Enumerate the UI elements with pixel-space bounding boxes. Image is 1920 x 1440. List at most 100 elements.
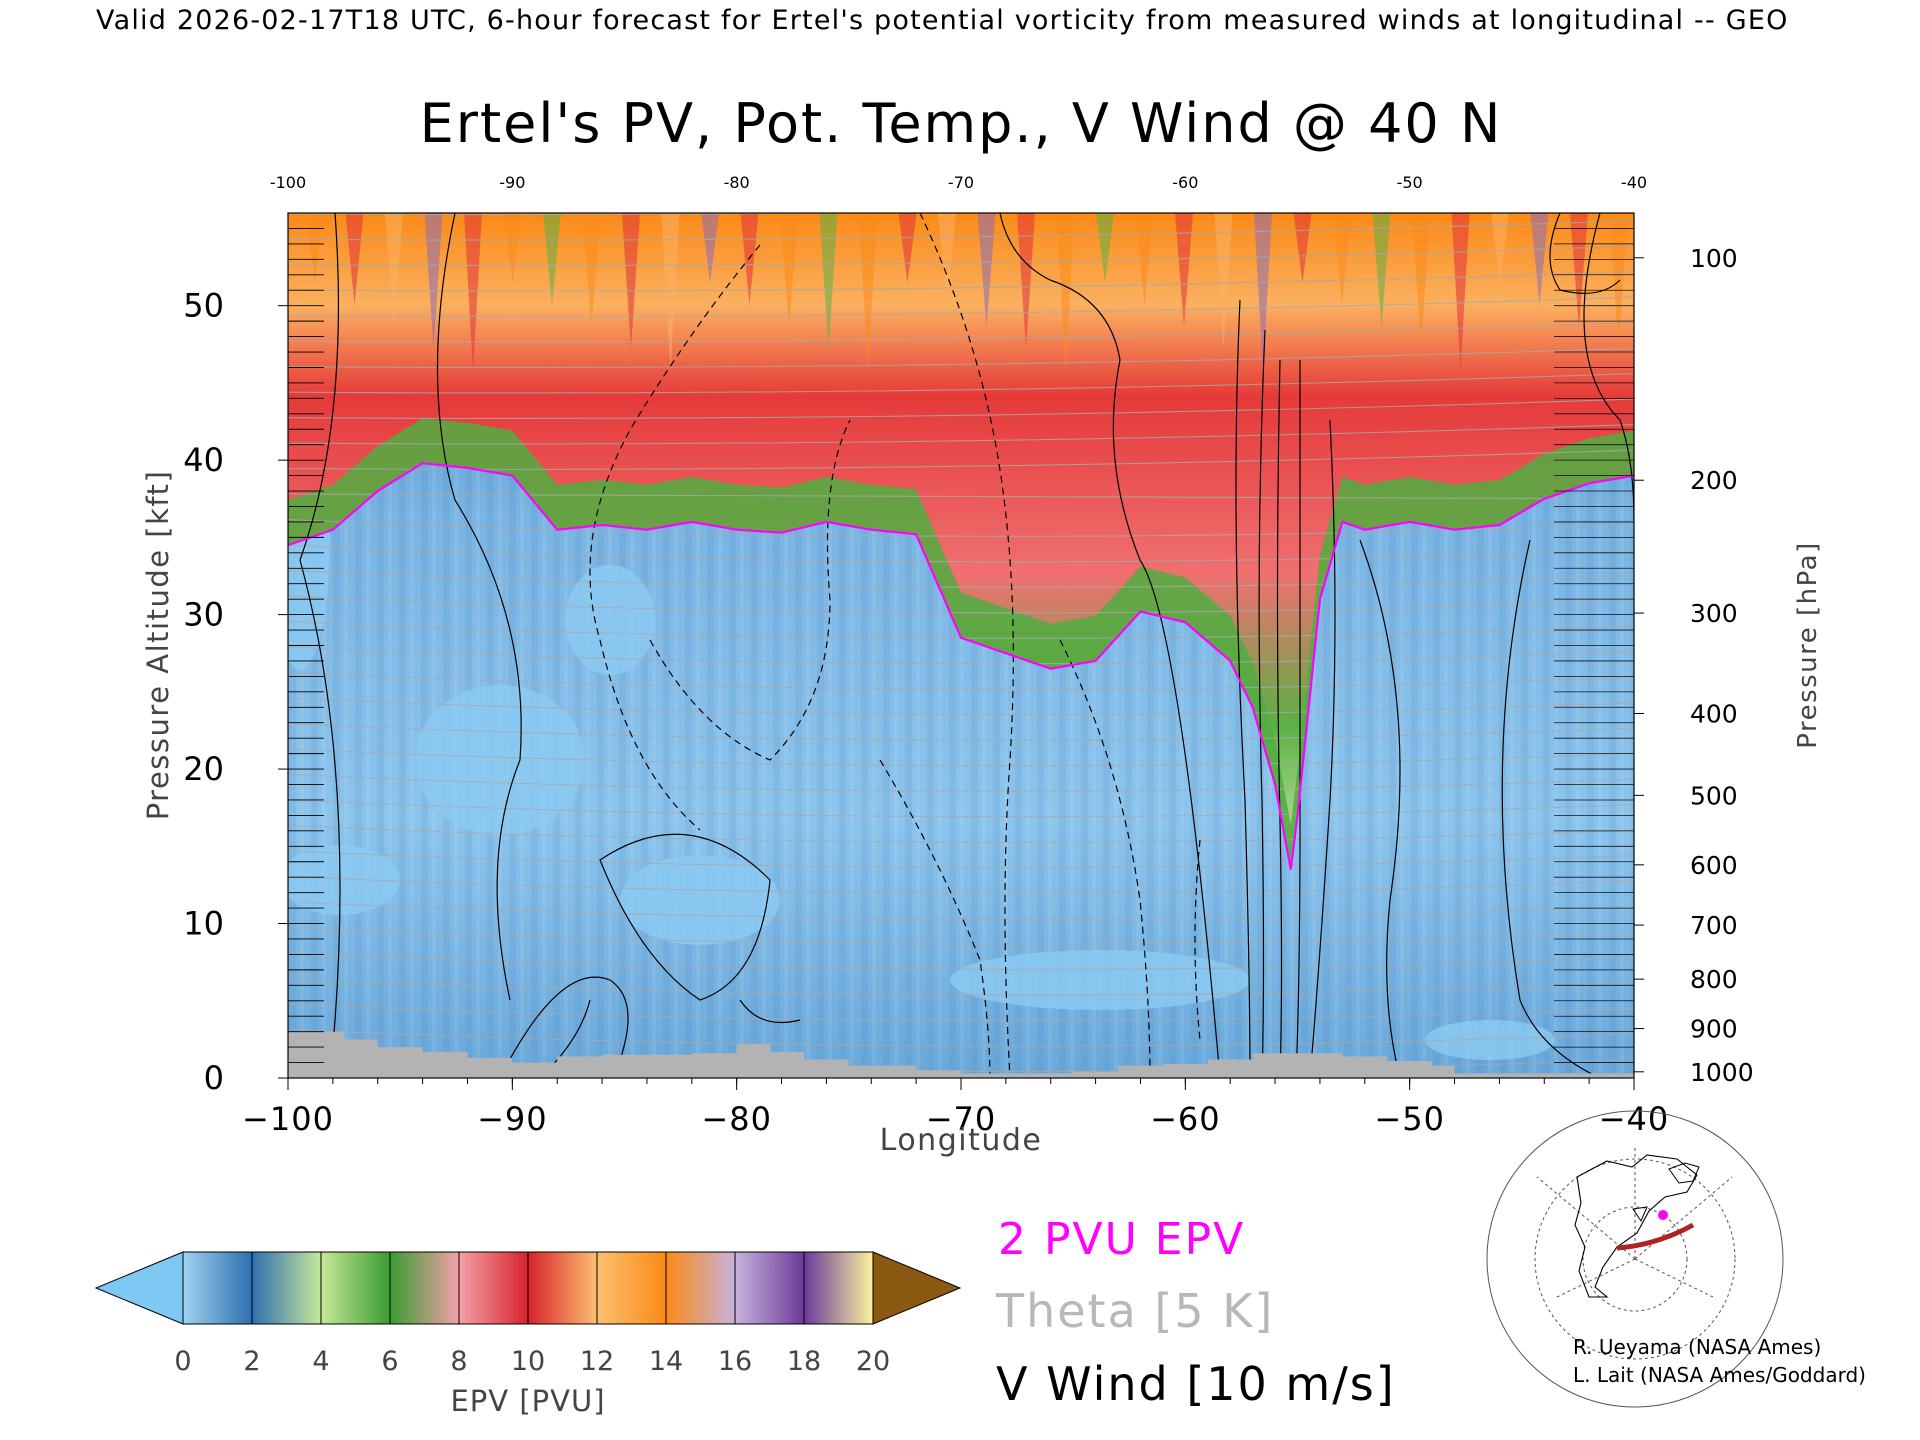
pressure-tick-label: 400 [1690,699,1738,728]
v-wind-contour [919,213,1014,1078]
v-wind-contour [499,976,629,1078]
stratosphere-streak [306,213,324,283]
stratosphere-streak [424,213,443,349]
colorbar-tick-label: 10 [511,1346,545,1377]
colorbar-tick-label: 4 [312,1346,329,1377]
colorbar-tick-label: 0 [174,1346,191,1377]
plot-area [288,213,1634,1078]
stratosphere-streak [1175,213,1193,327]
epv-colorbar: 0 2 4 6 8 10 12 14 16 18 20 [94,1251,962,1377]
legend: 2 PVU EPV Theta [5 K] V Wind [10 m/s] [995,1214,1394,1411]
valid-time-header: Valid 2026-02-17T18 UTC, 6-hour forecast… [96,5,1789,36]
v-wind-contour [739,999,801,1024]
theta-contour [288,926,1634,945]
x-tick-label: −40 [1599,1100,1670,1138]
theta-contour [288,671,1634,690]
theta-contour [288,875,1634,894]
y-axis-left: 0 10 20 30 40 50 [183,227,324,1097]
colorbar-segment [251,1251,322,1325]
colorbar-segment [596,1251,667,1325]
colorbar-segment [527,1251,598,1325]
pressure-tick-label: 500 [1690,781,1738,810]
colorbar-tick-label: 18 [787,1346,821,1377]
stratosphere-streak [780,213,798,327]
stratosphere-streak [859,213,877,371]
pressure-tick-label: 1000 [1690,1058,1754,1087]
stratosphere-streak [385,213,403,327]
stratosphere-streak [1096,213,1114,283]
v-wind-contour [1501,539,1601,1078]
v-wind-contour [1194,839,1201,1041]
v-wind-contour [1309,419,1336,1078]
two-pvu-line [288,462,1634,870]
stratosphere-streak [898,213,917,283]
theta-contour [288,977,1634,996]
pressure-tick-label: 700 [1690,911,1738,940]
colorbar-tick-label: 20 [856,1346,890,1377]
x-tick-label: −90 [477,1100,548,1138]
theta-contour [288,697,1634,716]
theta-contour [288,824,1634,843]
top-x-tick-label: -90 [499,173,525,192]
x-axis-top: -100 -90 -80 -70 -60 -50 -40 [270,173,1647,192]
stratosphere-streak [977,213,996,327]
theta-contour [288,952,1634,971]
stratosphere-streak [543,213,561,305]
theta-contour [288,347,1634,369]
theta-contour [288,1028,1634,1047]
colorbar-tick-label: 16 [718,1346,752,1377]
top-x-tick-label: -40 [1621,173,1647,192]
theta-contour [288,271,1634,292]
v-wind-contour [879,759,991,1078]
theta-contour [288,322,1634,343]
low-pv-patch [620,855,780,945]
stratosphere-bands [288,213,1634,870]
x-axis: −100 −90 −80 −70 −60 −50 −40 [242,1078,1670,1138]
x-tick-label: −70 [926,1100,997,1138]
y-axis-label-right: Pressure [hPa] [1793,541,1823,749]
x-axis-label: Longitude [880,1123,1043,1158]
stratosphere-streak [1451,213,1470,371]
low-pv-patch [565,565,655,675]
x-tick-label: −100 [242,1100,334,1138]
terrain-fill [288,1031,1634,1078]
stratosphere-streak [1214,213,1233,349]
colorbar-under-arrow [94,1251,184,1325]
stratosphere-region [288,213,1634,870]
theta-contour [288,424,1634,445]
low-pv-patch [415,685,585,835]
stratosphere-streak [1254,213,1272,371]
theta-contour [288,544,1634,563]
v-wind-contour [649,419,851,761]
credit-line-2: L. Lait (NASA Ames/Goddard) [1573,1363,1866,1387]
colorbar-tick-label: 8 [450,1346,467,1377]
pressure-tick-label: 200 [1690,466,1738,495]
y-axis-right: 100 200 300 400 500 600 700 800 900 1000 [1554,228,1754,1087]
pressure-tick-label: 900 [1690,1015,1738,1044]
stratosphere-streak [345,213,364,305]
stratosphere-streak [819,213,838,349]
colorbar-segment [803,1251,874,1325]
credit-line-1: R. Ueyama (NASA Ames) [1573,1335,1821,1359]
stratosphere-streak [1570,213,1588,327]
v-wind-contour [1276,359,1283,1078]
colorbar-segment [665,1251,736,1325]
colorbar-tick-label: 14 [649,1346,683,1377]
low-pv-patch [1425,1020,1555,1060]
stratosphere-streak [938,213,956,305]
low-pv-patch [288,845,400,915]
theta-contour [288,1003,1634,1022]
stratosphere-streak [582,213,601,327]
v-wind-contour [599,833,771,1001]
colorbar-segment [320,1251,391,1325]
x-tick-label: −80 [701,1100,772,1138]
theta-contour [288,245,1634,267]
theta-contour [288,595,1634,614]
y-tick-label: 30 [183,596,224,634]
stratosphere-streak [701,213,719,283]
v-wind-contour [1235,299,1251,1078]
chart-title: Ertel's PV, Pot. Temp., V Wind @ 40 N [420,92,1503,155]
locator-map [1486,1110,1784,1408]
cross-section-track [1616,1222,1695,1251]
